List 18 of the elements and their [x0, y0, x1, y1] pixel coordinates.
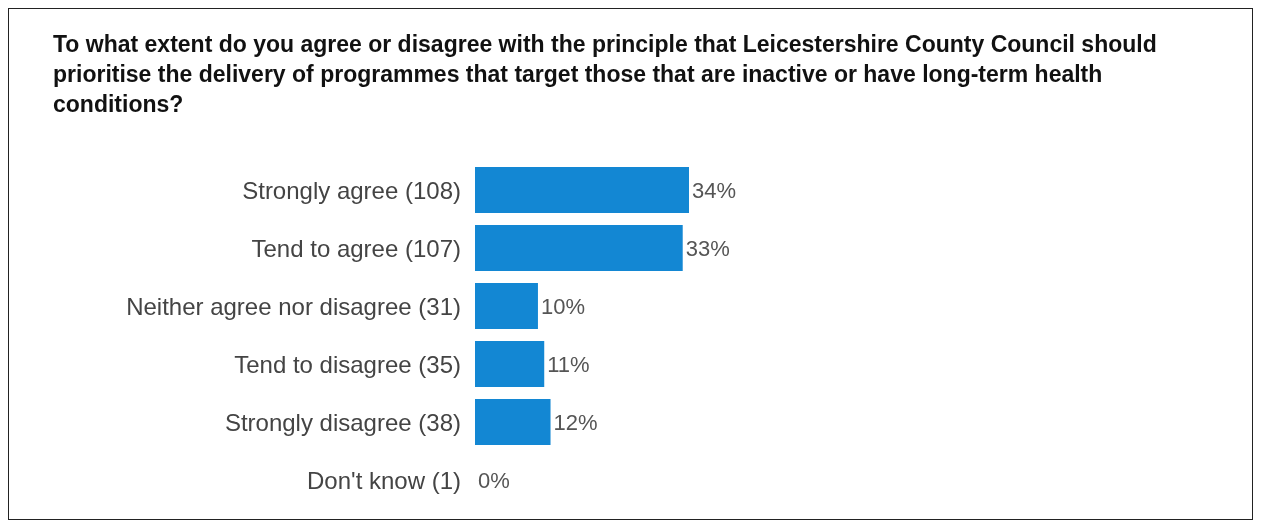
bar — [475, 283, 538, 329]
chart-title: To what extent do you agree or disagree with the principle that Leicestershire County Council should prioritise the delivery of programmes that target those that are inactive or have long-term health conditions? — [52, 30, 1158, 119]
y-tick-label: Neither agree nor disagree (31) — [126, 292, 461, 320]
data-label: 11% — [547, 351, 590, 377]
y-tick-label: Strongly agree (108) — [242, 176, 461, 204]
y-tick-label: Don't know (1) — [307, 466, 461, 494]
y-tick-label: Tend to disagree (35) — [234, 350, 461, 378]
data-label: 0% — [478, 467, 510, 493]
data-label: 34% — [692, 177, 737, 203]
y-tick-label: Strongly disagree (38) — [224, 408, 461, 436]
bar — [475, 167, 689, 213]
data-label: 12% — [553, 409, 598, 435]
bar — [475, 225, 683, 271]
data-label: 10% — [540, 293, 585, 319]
y-tick-label: Tend to agree (107) — [251, 234, 461, 262]
data-label: 33% — [685, 235, 730, 261]
bar — [475, 399, 551, 445]
bar — [475, 341, 545, 387]
